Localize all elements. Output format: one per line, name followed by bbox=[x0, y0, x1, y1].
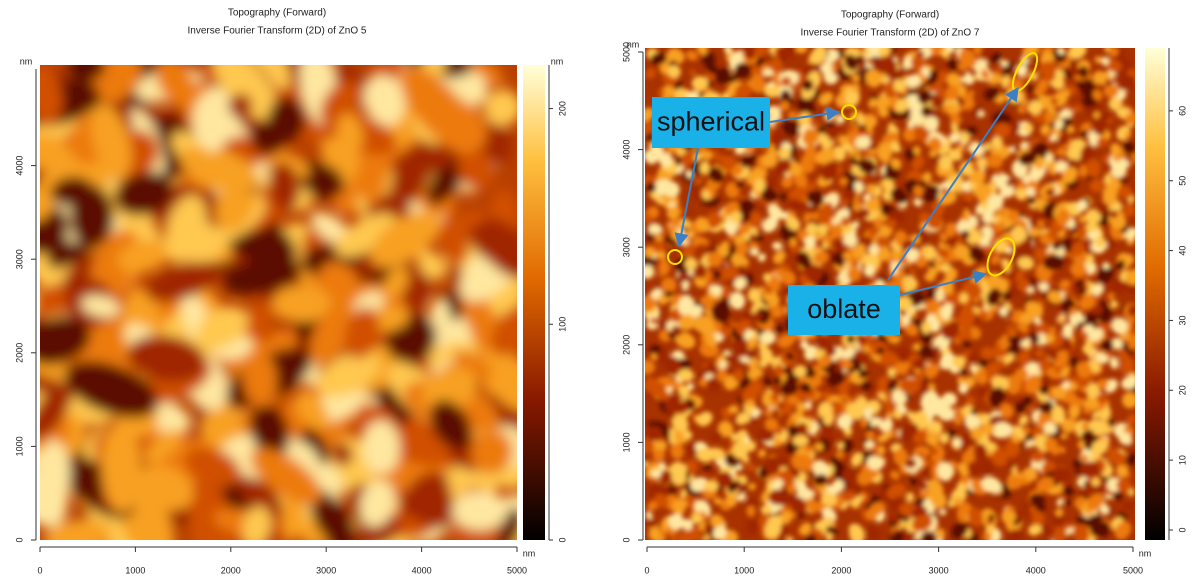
colorbar-unit: nm bbox=[551, 56, 564, 66]
colorbar-tick-label: 0 bbox=[1177, 527, 1187, 532]
x-tick-label: 3000 bbox=[316, 565, 336, 575]
y-tick-label: 0 bbox=[621, 537, 631, 542]
x-tick-label: 4000 bbox=[412, 565, 432, 575]
x-tick-label: 0 bbox=[644, 565, 649, 575]
colorbar-tick-label: 100 bbox=[557, 317, 567, 332]
x-unit: nm bbox=[523, 548, 536, 558]
y-tick-label: 3000 bbox=[621, 237, 631, 257]
x-tick-label: 1000 bbox=[734, 565, 754, 575]
y-tick-label: 0 bbox=[14, 537, 24, 542]
x-tick-label: 0 bbox=[37, 565, 42, 575]
x-unit: nm bbox=[1139, 548, 1152, 558]
y-tick-label: 2000 bbox=[14, 343, 24, 363]
colorbar-tick-label: 60 bbox=[1177, 106, 1187, 116]
colorbar bbox=[1145, 48, 1165, 540]
texture bbox=[0, 31, 564, 576]
x-tick-label: 3000 bbox=[929, 565, 949, 575]
y-tick-label: 4000 bbox=[621, 140, 631, 160]
x-tick-label: 5000 bbox=[507, 565, 527, 575]
topography-image bbox=[0, 31, 564, 576]
x-tick-label: 5000 bbox=[1123, 565, 1143, 575]
chart-subtitle: Inverse Fourier Transform (2D) of ZnO 5 bbox=[188, 26, 367, 37]
x-tick-label: 2000 bbox=[221, 565, 241, 575]
y-unit: nm bbox=[627, 39, 640, 49]
x-tick-label: 1000 bbox=[125, 565, 145, 575]
annotation: oblate bbox=[807, 294, 881, 324]
y-unit: nm bbox=[20, 56, 33, 66]
y-tick-label: 1000 bbox=[621, 432, 631, 452]
colorbar-tick-label: 10 bbox=[1177, 455, 1187, 465]
y-tick-label: 2000 bbox=[621, 335, 631, 355]
y-tick-label: 4000 bbox=[14, 156, 24, 176]
y-tick-label: 1000 bbox=[14, 436, 24, 456]
chart-title: Topography (Forward) bbox=[228, 8, 326, 19]
chart-title: Topography (Forward) bbox=[841, 10, 939, 21]
grain bbox=[868, 227, 879, 236]
colorbar bbox=[523, 65, 545, 540]
colorbar-tick-label: 20 bbox=[1177, 385, 1187, 395]
colorbar-tick-label: 0 bbox=[557, 537, 567, 542]
chart-subtitle: Inverse Fourier Transform (2D) of ZnO 7 bbox=[801, 28, 980, 39]
y-tick-label: 3000 bbox=[14, 249, 24, 269]
x-tick-label: 2000 bbox=[831, 565, 851, 575]
colorbar-tick-label: 200 bbox=[557, 101, 567, 116]
x-tick-label: 4000 bbox=[1026, 565, 1046, 575]
colorbar-tick-label: 50 bbox=[1177, 176, 1187, 186]
colorbar-tick-label: 30 bbox=[1177, 315, 1187, 325]
colorbar-tick-label: 40 bbox=[1177, 246, 1187, 256]
annotation: spherical bbox=[657, 107, 765, 137]
